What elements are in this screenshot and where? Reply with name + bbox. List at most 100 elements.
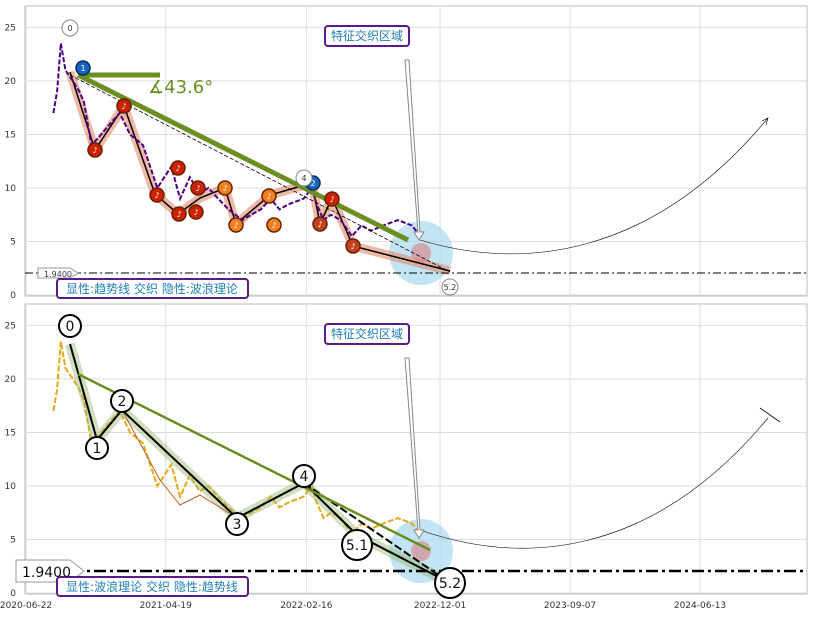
big-wave-label: 4 — [300, 469, 309, 485]
note-marker — [345, 238, 361, 254]
note-marker — [190, 180, 206, 196]
note-marker — [266, 217, 282, 233]
top-zone-arrow — [404, 59, 425, 241]
big-wave-label: 3 — [233, 517, 242, 533]
y-tick-label: 20 — [5, 375, 17, 385]
blue-marker-label: 2 — [310, 179, 315, 188]
x-tick-label: 2020-06-22 — [0, 601, 52, 611]
bottom-trendline — [77, 372, 431, 552]
note-glyph: ♪ — [193, 208, 198, 217]
note-marker — [312, 216, 328, 232]
note-marker — [228, 217, 244, 233]
note-glyph: ♪ — [222, 184, 227, 193]
top-trendline — [76, 72, 410, 243]
bottom-zone-core — [411, 541, 431, 561]
note-marker — [149, 187, 165, 203]
bottom-zone-arrow — [404, 357, 425, 539]
note-glyph: ♪ — [121, 102, 126, 111]
y-tick-label: 0 — [10, 291, 16, 301]
bottom-subwave — [121, 409, 238, 519]
y-tick-label: 25 — [5, 321, 16, 331]
trend-angle-label: ∡43.6° — [148, 77, 213, 98]
note-glyph: ♪ — [271, 221, 276, 230]
big-wave-label: 1 — [93, 441, 102, 457]
label-layer: 特征交织区域 特征交织区域 显性:趋势线 交织 隐性:波浪理论 显性:波浪理论 … — [22, 25, 410, 597]
x-tick-label: 2024-06-13 — [674, 601, 726, 611]
top-projection-curve — [419, 117, 769, 255]
top-caption-box — [56, 278, 249, 299]
top-zone-label: 特征交织区域 — [331, 28, 403, 43]
note-glyph: ♪ — [175, 164, 180, 173]
big-wave-circle — [434, 567, 466, 599]
note-glyph: ♪ — [233, 221, 238, 230]
wave-label: 0 — [67, 24, 72, 33]
y-tick-label: 0 — [10, 589, 16, 599]
wave-label: 4 — [301, 174, 306, 183]
bottom-caption: 显性:波浪理论 交织 隐性:趋势线 — [66, 579, 238, 594]
y-tick-label: 10 — [5, 184, 17, 194]
bottom-level-label: 1.9400 — [22, 565, 71, 581]
note-marker — [324, 191, 340, 207]
y-tick-label: 15 — [5, 130, 16, 140]
x-tick-label: 2023-09-07 — [544, 601, 596, 611]
x-tick-label: 2021-04-19 — [140, 601, 193, 611]
note-marker — [217, 180, 233, 196]
y-tick-label: 5 — [10, 535, 16, 545]
big-wave-circle — [58, 314, 82, 338]
bottom-projection-tick — [759, 407, 781, 423]
blue-marker-label: 1 — [80, 64, 85, 73]
top-thin-trend — [69, 74, 451, 273]
note-marker — [116, 98, 132, 114]
top-panel-layer: ♪ ♪ ♪ ♪ ♪ ♪ ♪ ♪ ♪ ♪ ♪ ♪ ♪ ♪ 1 2 0 4 5.2 — [25, 19, 807, 296]
big-wave-circle — [85, 436, 109, 460]
note-marker — [87, 142, 103, 158]
big-wave-circle — [110, 389, 134, 413]
top-zone-label-box — [324, 25, 410, 47]
big-wave-label: 0 — [66, 319, 75, 335]
y-tick-label: 5 — [10, 237, 16, 247]
top-caption: 显性:趋势线 交织 隐性:波浪理论 — [66, 281, 238, 296]
big-wave-circle — [225, 512, 249, 536]
big-wave-label: 2 — [118, 394, 127, 410]
big-wave-label: 5.1 — [346, 538, 368, 554]
y-tick-label: 25 — [5, 23, 16, 33]
note-glyph: ♪ — [92, 146, 97, 155]
note-glyph: ♪ — [176, 210, 181, 219]
note-glyph: ♪ — [317, 220, 322, 229]
big-wave-circle — [292, 464, 316, 488]
bottom-zone-label-box — [324, 323, 410, 345]
x-tick-label: 2022-02-16 — [280, 601, 333, 611]
top-projection-arrowhead — [761, 117, 769, 126]
bottom-caption-box — [56, 576, 249, 597]
wave-label: 5.2 — [444, 283, 457, 292]
note-glyph: ♪ — [350, 242, 355, 251]
note-marker — [261, 188, 277, 204]
note-glyph: ♪ — [195, 184, 200, 193]
note-glyph: ♪ — [266, 192, 271, 201]
big-wave-circle — [341, 529, 373, 561]
wave-label-circle — [295, 169, 313, 187]
y-tick-label: 20 — [5, 77, 17, 87]
big-wave-label: 5.2 — [439, 576, 461, 592]
note-marker — [171, 206, 187, 222]
top-level-label: 1.9400 — [44, 270, 72, 279]
bottom-panel-layer: 0 1 2 3 4 5.1 5.2 — [15, 314, 807, 599]
wave-label-circle — [61, 19, 79, 37]
note-marker — [188, 204, 204, 220]
y-tick-label: 10 — [5, 482, 17, 492]
wave-label-circle — [441, 278, 459, 296]
bottom-price-series — [52, 341, 422, 536]
bottom-zone-label: 特征交织区域 — [331, 326, 403, 341]
note-glyph: ♪ — [154, 191, 159, 200]
top-price-series — [52, 43, 422, 238]
y-tick-label: 15 — [5, 428, 16, 438]
x-tick-label: 2022-12-01 — [414, 601, 466, 611]
blue-marker — [75, 60, 91, 76]
bottom-projection-curve — [419, 417, 769, 549]
note-marker — [170, 160, 186, 176]
note-glyph: ♪ — [329, 195, 334, 204]
top-level-arrow — [37, 267, 79, 279]
